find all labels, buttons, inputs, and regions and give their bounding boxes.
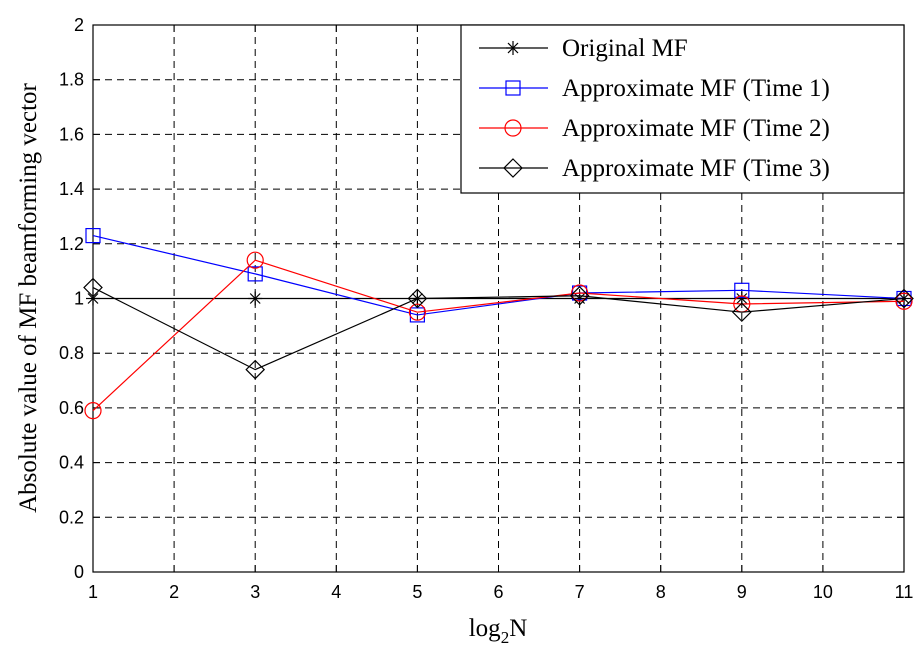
data-point-square: [85, 227, 101, 244]
star-stroke: [249, 293, 261, 304]
legend-item-4: Approximate MF (Time 3): [479, 155, 830, 182]
series-4: [83, 277, 914, 380]
data-point-circle: [84, 402, 102, 420]
y-axis-title: Absolute value of MF beamforming vector: [15, 82, 42, 512]
legend-marker-diamond: [503, 158, 523, 178]
data-point-diamond: [731, 302, 752, 323]
legend-item-3: Approximate MF (Time 2): [479, 115, 830, 142]
legend-label: Approximate MF (Time 3): [562, 155, 830, 182]
legend-label: Approximate MF (Time 2): [562, 115, 830, 142]
x-axis-title: log2N: [469, 615, 528, 647]
y-tick-label: 2: [74, 15, 84, 35]
x-tick-label: 7: [575, 582, 585, 602]
data-point-square: [247, 266, 263, 282]
series-group: [83, 227, 914, 420]
series-line-3: [92, 259, 905, 412]
ticks: 1 2 3 4 5 6 7 8 9 10 11 0 0.2 0.4 0.6 0.8 1 1.2 1.4 1.6 1.8 2: [59, 15, 913, 602]
legend-label: Original MF: [562, 35, 688, 62]
y-tick-label: 0.8: [59, 343, 84, 363]
data-point-star: [86, 291, 100, 306]
x-tick-label: 9: [737, 582, 747, 602]
y-tick-label: 1.8: [59, 70, 84, 90]
series-line-4: [92, 287, 905, 371]
y-tick-label: 0.2: [59, 507, 84, 527]
legend-item-1: Original MF: [479, 35, 688, 62]
y-tick-label: 0.6: [59, 398, 84, 418]
data-point-star: [734, 291, 749, 306]
x-tick-label: 3: [250, 582, 260, 602]
x-tick-label: 5: [412, 582, 422, 602]
data-point-star: [248, 291, 263, 306]
series-3: [84, 251, 913, 420]
data-point-diamond: [569, 285, 590, 306]
data-point-diamond: [894, 288, 914, 309]
x-axis-title-base: log: [469, 615, 501, 642]
legend-marker-square: [505, 80, 521, 96]
y-tick-label: 1: [74, 289, 84, 309]
y-tick-label: 0.4: [59, 453, 84, 473]
data-point-circle: [408, 303, 426, 321]
legend-label: Approximate MF (Time 1): [562, 75, 830, 102]
data-point-square: [734, 282, 750, 298]
data-point-diamond: [83, 277, 103, 298]
legend-marker-circle: [504, 119, 522, 137]
data-point-circle: [570, 284, 589, 302]
data-point-circle: [246, 251, 264, 269]
legend: Original MF Approximate MF (Time 1) Approx…: [460, 24, 905, 194]
x-tick-label: 10: [813, 582, 833, 602]
y-tick-label: 1.2: [59, 234, 84, 254]
x-tick-label: 1: [88, 582, 98, 602]
star-stroke: [507, 42, 519, 54]
x-tick-label: 8: [656, 582, 666, 602]
star-stroke: [87, 293, 99, 304]
data-point-circle: [895, 292, 913, 310]
x-axis-title-subscript: 2: [501, 628, 510, 647]
data-point-diamond: [245, 359, 266, 380]
star-stroke: [736, 293, 748, 304]
x-tick-label: 2: [169, 582, 179, 602]
legend-box: [460, 24, 905, 194]
x-tick-label: 6: [493, 582, 503, 602]
series-line-2: [92, 235, 905, 316]
y-tick-label: 1.6: [59, 124, 84, 144]
legend-marker-star: [506, 41, 520, 55]
y-tick-label: 1.4: [59, 179, 84, 199]
y-tick-label: 0: [74, 562, 84, 582]
legend-item-2: Approximate MF (Time 1): [479, 75, 830, 102]
x-tick-label: 11: [895, 582, 914, 602]
x-axis-title-suffix: N: [509, 615, 527, 642]
x-tick-label: 4: [331, 582, 341, 602]
data-point-diamond: [407, 288, 428, 309]
